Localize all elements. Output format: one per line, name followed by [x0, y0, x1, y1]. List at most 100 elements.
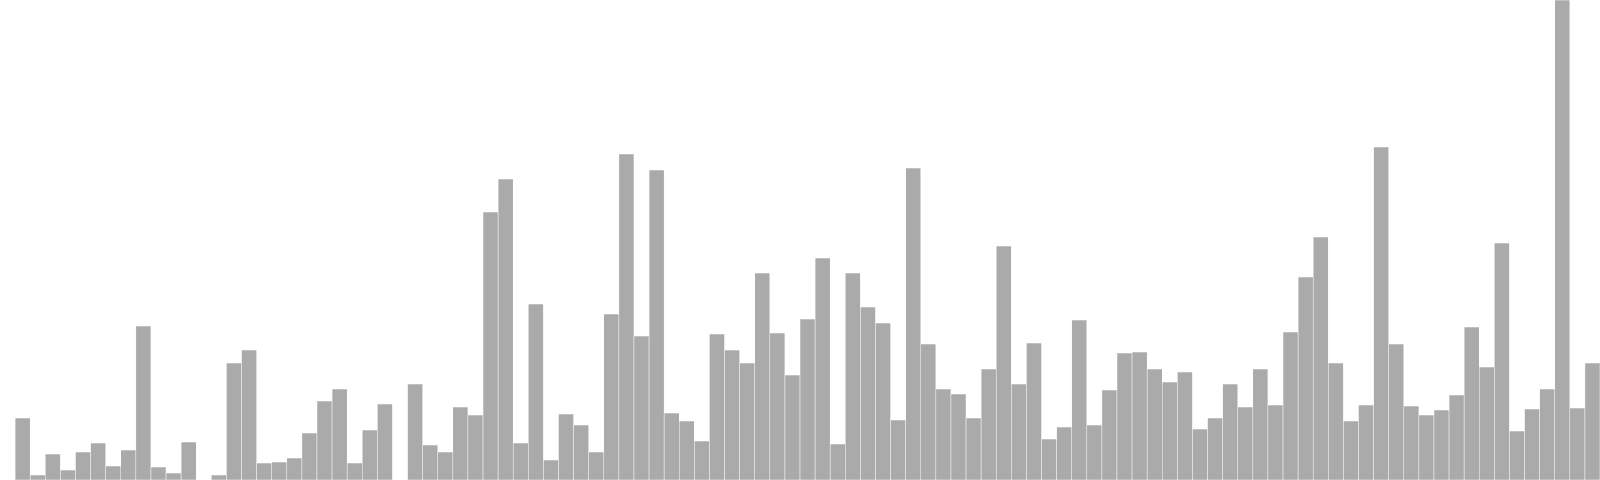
bar [799, 318, 816, 480]
bar [1494, 242, 1510, 480]
bar [452, 406, 469, 480]
bar [75, 451, 91, 480]
bar [860, 306, 876, 480]
bar [1524, 408, 1540, 480]
bar [1237, 406, 1254, 480]
bar [271, 461, 288, 480]
bar [573, 424, 589, 480]
bar [1041, 438, 1057, 480]
bar [437, 451, 454, 480]
bar [1343, 420, 1359, 480]
bar [286, 457, 303, 480]
bar [1509, 430, 1525, 480]
bar [678, 420, 695, 480]
bar [1101, 389, 1118, 480]
bar [1478, 366, 1495, 480]
bar [150, 466, 167, 480]
bar [1539, 388, 1555, 480]
bar [769, 332, 786, 480]
bar [694, 440, 710, 480]
bar [648, 169, 665, 480]
bar [663, 412, 680, 480]
bar [739, 362, 755, 480]
bar [482, 211, 499, 480]
bar [180, 441, 197, 480]
bar [1328, 362, 1344, 480]
bar [1177, 371, 1193, 480]
bar [377, 403, 393, 480]
bar [633, 335, 650, 480]
bar [1388, 343, 1405, 480]
bar [135, 325, 152, 480]
bar [467, 414, 484, 480]
bar [1192, 428, 1208, 480]
bar [905, 167, 922, 480]
bar [1116, 352, 1133, 480]
bar [14, 417, 31, 480]
bar [588, 451, 605, 480]
bar [875, 322, 891, 480]
bar [950, 393, 967, 480]
bar [422, 444, 438, 480]
bar [512, 442, 529, 480]
bar [1131, 351, 1148, 480]
bar [301, 432, 318, 480]
bar [935, 388, 952, 480]
bar [1267, 404, 1284, 480]
bar [845, 272, 861, 480]
bar [1403, 405, 1420, 480]
bar [1252, 368, 1269, 480]
bar [1554, 0, 1571, 480]
bar [528, 303, 544, 480]
bar [29, 474, 46, 480]
bar [346, 462, 363, 480]
bar [1071, 319, 1088, 480]
bar [965, 417, 982, 480]
bar [814, 257, 831, 480]
bar [1011, 383, 1027, 480]
bar [724, 349, 740, 480]
bar [1086, 424, 1103, 480]
bar [784, 374, 801, 480]
bar [1358, 404, 1374, 480]
bar [1297, 276, 1314, 480]
bar [709, 333, 725, 480]
bar [890, 419, 906, 480]
bar [1207, 417, 1223, 480]
bar [165, 472, 182, 480]
bar [256, 462, 272, 480]
bar [1463, 326, 1480, 480]
bar [331, 388, 348, 480]
bar [618, 153, 635, 480]
bar [1373, 146, 1389, 480]
bar [1162, 381, 1178, 480]
bar [1312, 236, 1329, 480]
bar [241, 349, 257, 480]
bar [497, 178, 514, 480]
bar [211, 474, 227, 480]
bar [920, 343, 937, 480]
bar [995, 245, 1012, 480]
bar [1584, 362, 1600, 480]
bar [1026, 342, 1042, 480]
bar [754, 272, 771, 480]
bar [980, 368, 997, 480]
bar [1056, 426, 1072, 480]
bar [558, 413, 574, 480]
bar [603, 313, 620, 480]
bar [45, 453, 61, 480]
bar [226, 362, 242, 480]
bar [1282, 331, 1299, 480]
bar [90, 442, 106, 480]
bar [1448, 394, 1465, 480]
bar [105, 465, 122, 480]
bar [1146, 368, 1163, 480]
bar [316, 400, 333, 480]
bar [829, 443, 846, 480]
bar [407, 383, 423, 480]
bar [543, 459, 559, 480]
bar [120, 449, 137, 480]
bar [1433, 409, 1450, 480]
bar [1418, 414, 1435, 480]
